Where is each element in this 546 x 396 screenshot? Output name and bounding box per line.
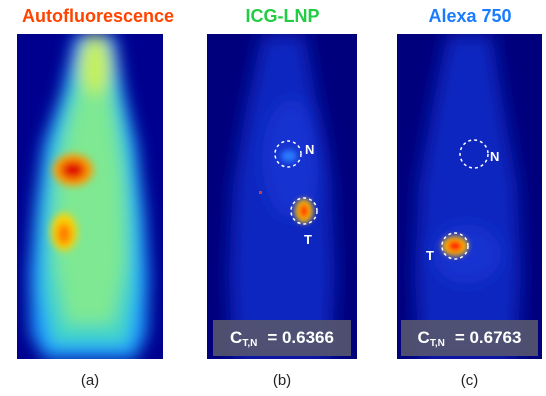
ratio-subscript: T,N [429, 337, 445, 349]
autofluorescence-image [17, 34, 163, 359]
panel-c-ratio-box: C T,N = 0.6763 [401, 320, 538, 356]
ratio-subscript: T,N [242, 337, 258, 349]
icg-lnp-image [207, 34, 357, 359]
panel-b-title: ICG-LNP [245, 6, 320, 26]
panel-b-caption: (b) [272, 372, 292, 389]
ratio-symbol: C [417, 328, 430, 347]
panel-c-normal-label: N [490, 149, 500, 164]
panel-c-title: Alexa 750 [428, 6, 512, 26]
panel-a-caption: (a) [80, 372, 100, 389]
panel-a-title: Autofluorescence [21, 6, 175, 26]
panel-b-normal-label: N [305, 142, 315, 157]
panel-c-caption: (c) [460, 372, 479, 389]
ratio-symbol: C [230, 328, 243, 347]
panel-c-tumor-label: T [426, 248, 434, 263]
ratio-value: = 0.6366 [267, 328, 334, 347]
panel-b-tumor-label: T [304, 232, 312, 247]
ratio-value: = 0.6763 [454, 328, 522, 347]
panel-b-ratio-box: C T,N = 0.6366 [213, 320, 351, 356]
alexa-750-image [397, 34, 542, 359]
